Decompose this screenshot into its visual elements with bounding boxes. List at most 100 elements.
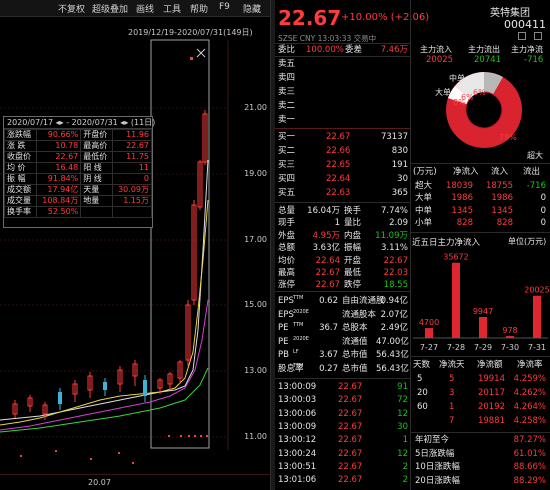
summary-value: 3.63亿 (312, 243, 340, 254)
tick-row[interactable]: 13:00:24 22.67 12 (278, 448, 408, 460)
summary-value: 18.55 (383, 280, 408, 291)
period-amount: 20192 (477, 402, 505, 412)
flow-bar (452, 262, 460, 338)
fundamental-row: 股息率 TTM 0.27 总市值 56.43亿 (278, 362, 409, 375)
stats-cell: 11.75 (111, 151, 153, 163)
order-label: 卖三 (278, 87, 296, 97)
toolbar-tools[interactable]: 工具 (163, 5, 182, 15)
tick-row[interactable]: 13:00:09 22.67 30 (278, 421, 408, 433)
period-header-cell: 净流天 (439, 360, 465, 370)
tick-time: 13:00:06 (278, 408, 317, 419)
summary-value: 11.09万 (375, 230, 408, 241)
fundamental-value: 0.94亿 (380, 296, 408, 306)
fundamental-value: 2.49亿 (380, 323, 408, 333)
fundamental-label: 流通股本 (342, 309, 377, 320)
fundamental-label: EPS (278, 296, 294, 306)
flow-out: 0 (540, 205, 546, 216)
tick-time: 13:00:09 (278, 421, 317, 432)
toolbar-draw[interactable]: 画线 (136, 5, 155, 15)
price-axis-label: 11.00 (244, 432, 267, 441)
quote-panel: 22.67 +10.00% (+2.06) SZSE CNY 13:03:33 … (275, 0, 550, 490)
tick-row[interactable]: 13:00:51 22.67 2 (278, 461, 408, 473)
period-row: 60 1 20192 4.264% (413, 401, 548, 413)
fundamental-label: 总市值 (342, 350, 368, 360)
main-outflow-value: 20741 (474, 55, 502, 65)
last-price: 22.67 (278, 6, 342, 30)
stats-row: 成交量 108.84万 地量 1.15万 (4, 195, 153, 207)
fundamental-suffix: TTM (293, 362, 304, 369)
tick-row[interactable]: 13:00:12 22.67 1 (278, 434, 408, 446)
tick-row[interactable]: 13:00:03 22.67 72 (278, 394, 408, 406)
stats-cell (80, 206, 113, 218)
main-net-label: 主力净流 (511, 45, 543, 54)
fundamental-value: 3.67 (319, 350, 338, 360)
tick-row[interactable]: 13:01:06 22.67 2 (278, 474, 408, 486)
tick-row[interactable]: 13:00:06 22.67 12 (278, 408, 408, 420)
stats-cell: 阴 线 (80, 173, 113, 185)
summary-label: 最低 (344, 268, 362, 278)
bar-value-label: 35672 (443, 253, 468, 262)
price-axis-label: 15.00 (244, 300, 267, 309)
price-axis-label: 19.00 (244, 169, 267, 178)
order-row: 卖三 (278, 86, 408, 98)
tick-row[interactable]: 13:00:09 22.67 91 (278, 381, 408, 393)
kline-canvas[interactable] (0, 0, 270, 490)
order-row: 卖一 (278, 114, 408, 126)
stats-cell: 最高价 (80, 140, 113, 152)
summary-row: 外盘 4.95万 内盘 11.09万 (278, 230, 408, 242)
bar-category-label: 7-27 (420, 343, 438, 352)
summary-value: 1 (334, 218, 340, 229)
flow-bar (506, 335, 514, 338)
toolbar-f9[interactable]: F9 (219, 2, 230, 12)
perf-label: 10日涨跌幅 (415, 462, 460, 472)
stats-cell: 11 (111, 162, 153, 174)
period-days: 5 (417, 374, 423, 384)
period-days: 60 (417, 402, 428, 412)
summary-label: 总量 (278, 206, 296, 216)
stats-cell: 52.50% (35, 206, 82, 218)
market-status: SZSE CNY 13:03:33 交易中 (278, 34, 377, 43)
flow-bar (425, 328, 433, 338)
order-price: 22.65 (326, 160, 351, 170)
bar-category-label: 7-28 (447, 343, 465, 352)
weibi-value: 100.00% (306, 45, 344, 55)
stats-cell: 10.78 (35, 140, 82, 152)
flow-bar (533, 295, 541, 338)
bar-value-label: 978 (502, 326, 517, 335)
panel-divider[interactable] (270, 0, 275, 490)
fundamental-value: 56.43亿 (376, 350, 409, 360)
kline-chart[interactable]: 不复权 超级叠加 画线 工具 帮助 F9 隐藏 2019/12/19-2020/… (0, 0, 270, 490)
fundamental-label: 流通值 (342, 336, 368, 347)
bar-category-label: 7-30 (501, 343, 519, 352)
flow-net: 828 (456, 218, 473, 229)
tick-volume: 72 (397, 395, 408, 406)
expand-icon[interactable] (518, 32, 526, 40)
pie-pct: 6% (473, 88, 486, 97)
perf-row: 年初至今 87.27% (413, 434, 548, 446)
fundamental-value: 36.7 (319, 323, 338, 333)
fundamental-label: 自由流通股 (342, 296, 385, 306)
toolbar-hide[interactable]: 隐藏 (243, 5, 262, 15)
flow-table-row: 超大 18039 18755 -716 (413, 180, 548, 192)
settings-icon[interactable] (534, 32, 542, 40)
tick-price: 22.67 (338, 435, 363, 446)
perf-row: 5日涨跌幅 61.01% (413, 448, 548, 460)
flow-header-cell: 流入 (491, 167, 509, 177)
toolbar-no-adjust[interactable]: 不复权 (58, 5, 86, 15)
interval-stats-header: 2020/07/17 ◂▸ - 2020/07/31 ◂▸ (11日) (4, 117, 155, 129)
toolbar-help[interactable]: 帮助 (190, 5, 209, 15)
flow-category: 中单 (415, 205, 433, 216)
bar-category-label: 7-29 (474, 343, 492, 352)
tick-price: 22.67 (338, 421, 363, 432)
toolbar-overlay[interactable]: 超级叠加 (92, 5, 129, 15)
perf-label: 20日涨跌幅 (415, 475, 460, 486)
stats-row: 涨 跌 10.78 最高价 22.67 (4, 140, 153, 152)
flow-header-cell: (万元) (413, 167, 437, 177)
order-label: 卖五 (278, 59, 296, 69)
order-price: 22.66 (326, 146, 351, 156)
stats-cell: 天量 (80, 184, 113, 196)
perf-label: 年初至今 (415, 435, 450, 445)
fundamental-suffix: TTM (293, 295, 304, 301)
summary-label: 跌停 (344, 280, 362, 291)
